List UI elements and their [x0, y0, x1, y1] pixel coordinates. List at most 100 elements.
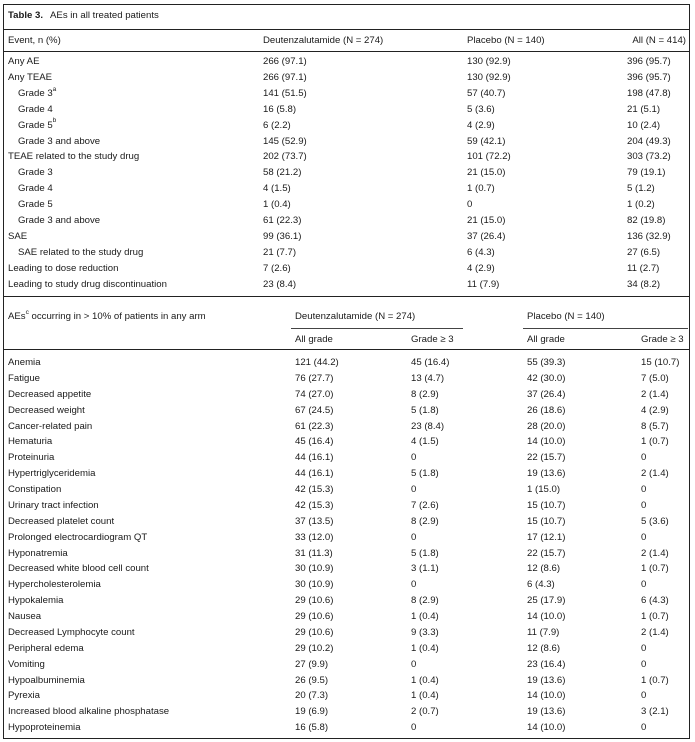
cell-placebo: 4 (2.9)	[467, 262, 495, 274]
cell-deutenzalutamide: 6 (2.2)	[263, 119, 291, 131]
cell-all: 396 (95.7)	[627, 56, 671, 67]
cell-placebo-all-grade: 37 (26.4)	[527, 388, 566, 400]
ae-name: Hypokalemia	[8, 595, 64, 607]
cell-all: 11 (2.7)	[627, 262, 660, 274]
cell-placebo-grade3: 0	[641, 579, 647, 591]
cell-placebo-grade3: 2 (1.4)	[641, 468, 669, 480]
cell-placebo-all-grade: 17 (12.1)	[527, 531, 566, 543]
ae-name: Decreased white blood cell count	[8, 563, 149, 575]
event-name: Leading to study drug discontinuation	[8, 278, 167, 290]
cell-placebo-all-grade: 14 (10.0)	[527, 690, 566, 702]
cell-deutenzalutamide: 1 (0.4)	[263, 199, 291, 211]
ae-name: Proteinuria	[8, 452, 55, 464]
cell-placebo-all-grade: 6 (4.3)	[527, 579, 555, 591]
cell-all: 1 (0.2)	[627, 199, 655, 211]
cell-placebo: 11 (7.9)	[467, 278, 500, 290]
event-label: Any AE	[8, 54, 39, 70]
event-label: Leading to study drug discontinuation	[8, 277, 167, 293]
cell-placebo-grade3: 0	[641, 499, 647, 511]
cell-deu-grade3: 0	[411, 658, 417, 670]
event-label: Grade 3 and above	[18, 213, 100, 229]
cell-placebo-grade3: 3 (2.1)	[641, 706, 669, 718]
cell-deu-grade3: 1 (0.4)	[411, 690, 439, 702]
cell-placebo: 4 (2.9)	[467, 119, 495, 131]
ae-name: Peripheral edema	[8, 642, 84, 654]
ae-name: Hypertriglyceridemia	[8, 468, 96, 480]
cell-deutenzalutamide: 58 (21.2)	[263, 167, 302, 179]
cell-placebo-all-grade: 15 (10.7)	[527, 515, 566, 527]
cell-deu-grade3: 8 (2.9)	[411, 515, 439, 527]
ae-name: Nausea	[8, 611, 42, 623]
cell-placebo-grade3: 1 (0.7)	[641, 611, 669, 623]
ae-name: Decreased platelet count	[8, 515, 115, 527]
footnote-marker: a	[52, 85, 57, 93]
cell-deu-all-grade: 44 (16.1)	[295, 468, 334, 480]
event-label: Leading to dose reduction	[8, 261, 118, 277]
cell-deu-all-grade: 67 (24.5)	[295, 404, 334, 416]
event-name: Grade 3	[18, 87, 53, 99]
cell-placebo-all-grade: 23 (16.4)	[527, 658, 566, 670]
event-label: SAE	[8, 229, 27, 245]
event-name: SAE	[8, 230, 28, 242]
cell-deu-grade3: 23 (8.4)	[411, 420, 445, 432]
cell-placebo: 21 (15.0)	[467, 215, 506, 226]
event-name: SAE related to the study drug	[18, 246, 144, 258]
cell-placebo-grade3: 2 (1.4)	[641, 626, 669, 638]
cell-placebo-all-grade: 19 (13.6)	[527, 706, 566, 718]
cell-deu-grade3: 4 (1.5)	[411, 436, 439, 448]
caption-title: AEs in all treated patients	[50, 10, 159, 21]
event-name: Grade 3 and above	[18, 135, 101, 147]
cell-deu-grade3: 0	[411, 722, 417, 734]
cell-all: 198 (47.8)	[627, 87, 671, 99]
cell-all: 396 (95.7)	[627, 71, 671, 83]
event-label: Grade 3 and above	[18, 134, 100, 150]
table-frame	[3, 4, 690, 739]
event-label: Grade 5	[18, 197, 53, 213]
footnote-marker: b	[52, 117, 57, 125]
cell-placebo-all-grade: 11 (7.9)	[527, 626, 560, 638]
cell-placebo: 21 (15.0)	[467, 167, 506, 179]
cell-placebo: 130 (92.9)	[467, 71, 511, 83]
ae-name: Hyponatremia	[8, 547, 68, 559]
cell-placebo: 1 (0.7)	[467, 183, 495, 195]
cell-deu-grade3: 45 (16.4)	[411, 357, 450, 368]
cell-deu-all-grade: 16 (5.8)	[295, 722, 329, 734]
cell-deu-all-grade: 30 (10.9)	[295, 563, 334, 575]
cell-deutenzalutamide: 266 (97.1)	[263, 56, 307, 67]
ae-name: Constipation	[8, 484, 62, 496]
cell-placebo-all-grade: 19 (13.6)	[527, 674, 566, 686]
cell-deu-all-grade: 37 (13.5)	[295, 515, 334, 527]
cell-placebo-all-grade: 1 (15.0)	[527, 484, 561, 496]
ae-header-suffix: occurring in > 10% of patients in any ar…	[28, 311, 206, 322]
rule-line	[3, 349, 690, 350]
cell-placebo-grade3: 4 (2.9)	[641, 404, 669, 416]
cell-deutenzalutamide: 4 (1.5)	[263, 183, 291, 195]
cell-deu-grade3: 1 (0.4)	[411, 642, 439, 654]
rule-line	[3, 29, 690, 30]
footnote-marker: c	[25, 308, 29, 316]
cell-placebo-all-grade: 55 (39.3)	[527, 357, 566, 368]
cell-all: 10 (2.4)	[627, 119, 661, 131]
cell-placebo: 57 (40.7)	[467, 87, 506, 99]
cell-placebo: 0	[467, 199, 473, 211]
cell-placebo: 101 (72.2)	[467, 151, 511, 163]
ae-name: Prolonged electrocardiogram QT	[8, 531, 148, 543]
cell-deu-all-grade: 61 (22.3)	[295, 420, 334, 432]
cell-placebo-all-grade: 22 (15.7)	[527, 547, 566, 559]
cell-placebo: 130 (92.9)	[467, 56, 511, 67]
cell-deu-all-grade: 42 (15.3)	[295, 499, 334, 511]
cell-placebo-grade3: 7 (5.0)	[641, 372, 669, 384]
ae-name: Urinary tract infection	[8, 499, 99, 511]
event-name: Grade 4	[18, 183, 53, 195]
cell-placebo: 6 (4.3)	[467, 246, 495, 258]
cell-placebo-grade3: 1 (0.7)	[641, 674, 669, 686]
cell-deutenzalutamide: 202 (73.7)	[263, 151, 307, 163]
header-all: All (N = 414)	[632, 35, 686, 46]
cell-placebo-grade3: 8 (5.7)	[641, 420, 669, 432]
cell-placebo-grade3: 0	[641, 531, 647, 543]
cell-deu-grade3: 8 (2.9)	[411, 595, 439, 607]
event-name: Grade 3 and above	[18, 215, 101, 226]
cell-deu-all-grade: 29 (10.2)	[295, 642, 334, 654]
event-label: Grade 5b	[18, 118, 56, 134]
ae-name: Increased blood alkaline phosphatase	[8, 706, 170, 718]
